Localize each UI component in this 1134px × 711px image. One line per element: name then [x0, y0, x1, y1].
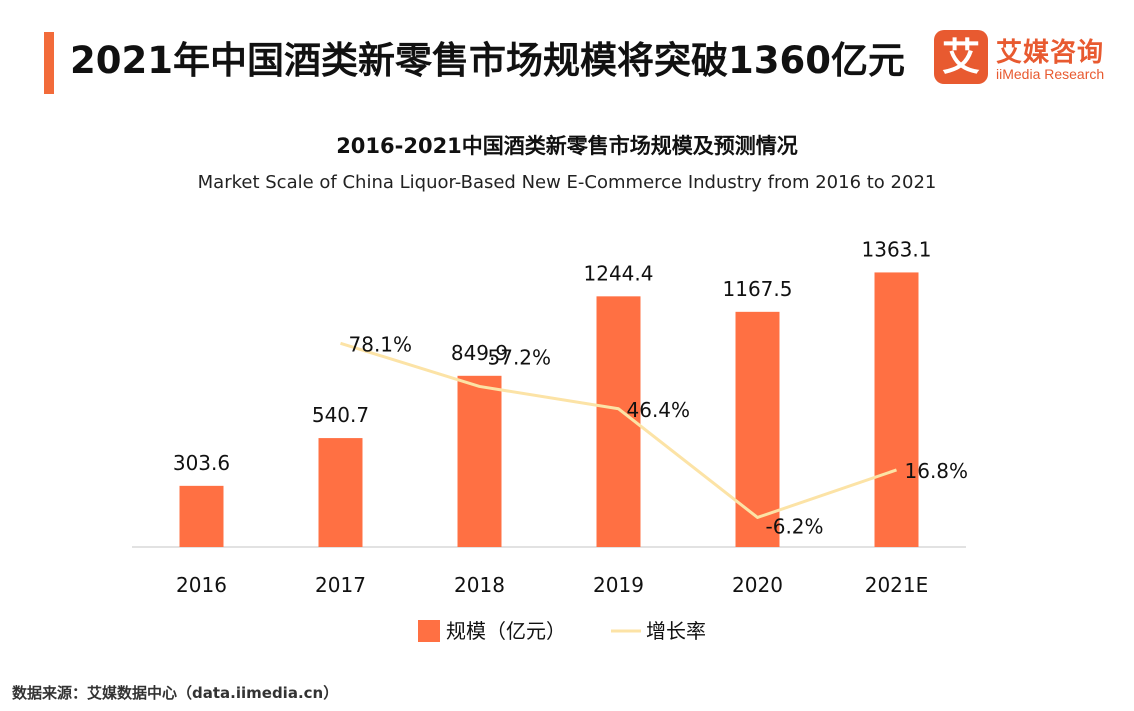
bar-2017: [318, 438, 363, 547]
chart-subtitle: Market Scale of China Liquor-Based New E…: [197, 172, 937, 193]
x-tick-label: 2016: [176, 573, 227, 597]
bar-value-label: 303.6: [173, 451, 230, 475]
x-tick-label: 2021E: [865, 573, 929, 597]
logo-mark-icon: 艾: [934, 30, 988, 84]
bar-value-label: 540.7: [312, 403, 369, 427]
chart-title: 2016-2021中国酒类新零售市场规模及预测情况: [336, 134, 798, 158]
bar-value-label: 1167.5: [723, 277, 793, 301]
legend-line-label: 增长率: [646, 619, 706, 643]
x-tick-label: 2017: [315, 573, 366, 597]
logo-name-cn: 艾媒咨询: [996, 38, 1105, 68]
growth-rate-label: -6.2%: [766, 514, 824, 538]
logo-name-en: iiMedia Research: [996, 66, 1105, 82]
page-title: 2021年中国酒类新零售市场规模将突破1360亿元: [70, 39, 905, 82]
growth-rate-line: [340, 341, 897, 519]
bar-2021E: [874, 272, 919, 547]
title-accent-bar: [44, 32, 54, 94]
growth-rate-label: 78.1%: [349, 332, 413, 356]
bar-value-label: 1363.1: [862, 237, 932, 261]
bar-2018: [457, 375, 502, 547]
legend-bar-swatch: [418, 620, 440, 642]
growth-rate-label: 16.8%: [905, 459, 969, 483]
bar-value-label: 1244.4: [584, 261, 654, 285]
iimedia-logo: 艾 艾媒咨询 iiMedia Research: [934, 30, 1114, 86]
x-tick-label: 2018: [454, 573, 505, 597]
growth-rate-label: 46.4%: [627, 398, 691, 422]
x-tick-label: 2020: [732, 573, 783, 597]
legend-bar-label: 规模（亿元）: [446, 619, 566, 643]
bar-value-label: 849.9: [451, 341, 508, 365]
x-tick-label: 2019: [593, 573, 644, 597]
bar-2016: [179, 485, 224, 547]
growth-rate-label: 57.2%: [488, 345, 552, 369]
data-source: 数据来源：艾媒数据中心（data.iimedia.cn）: [12, 684, 339, 702]
